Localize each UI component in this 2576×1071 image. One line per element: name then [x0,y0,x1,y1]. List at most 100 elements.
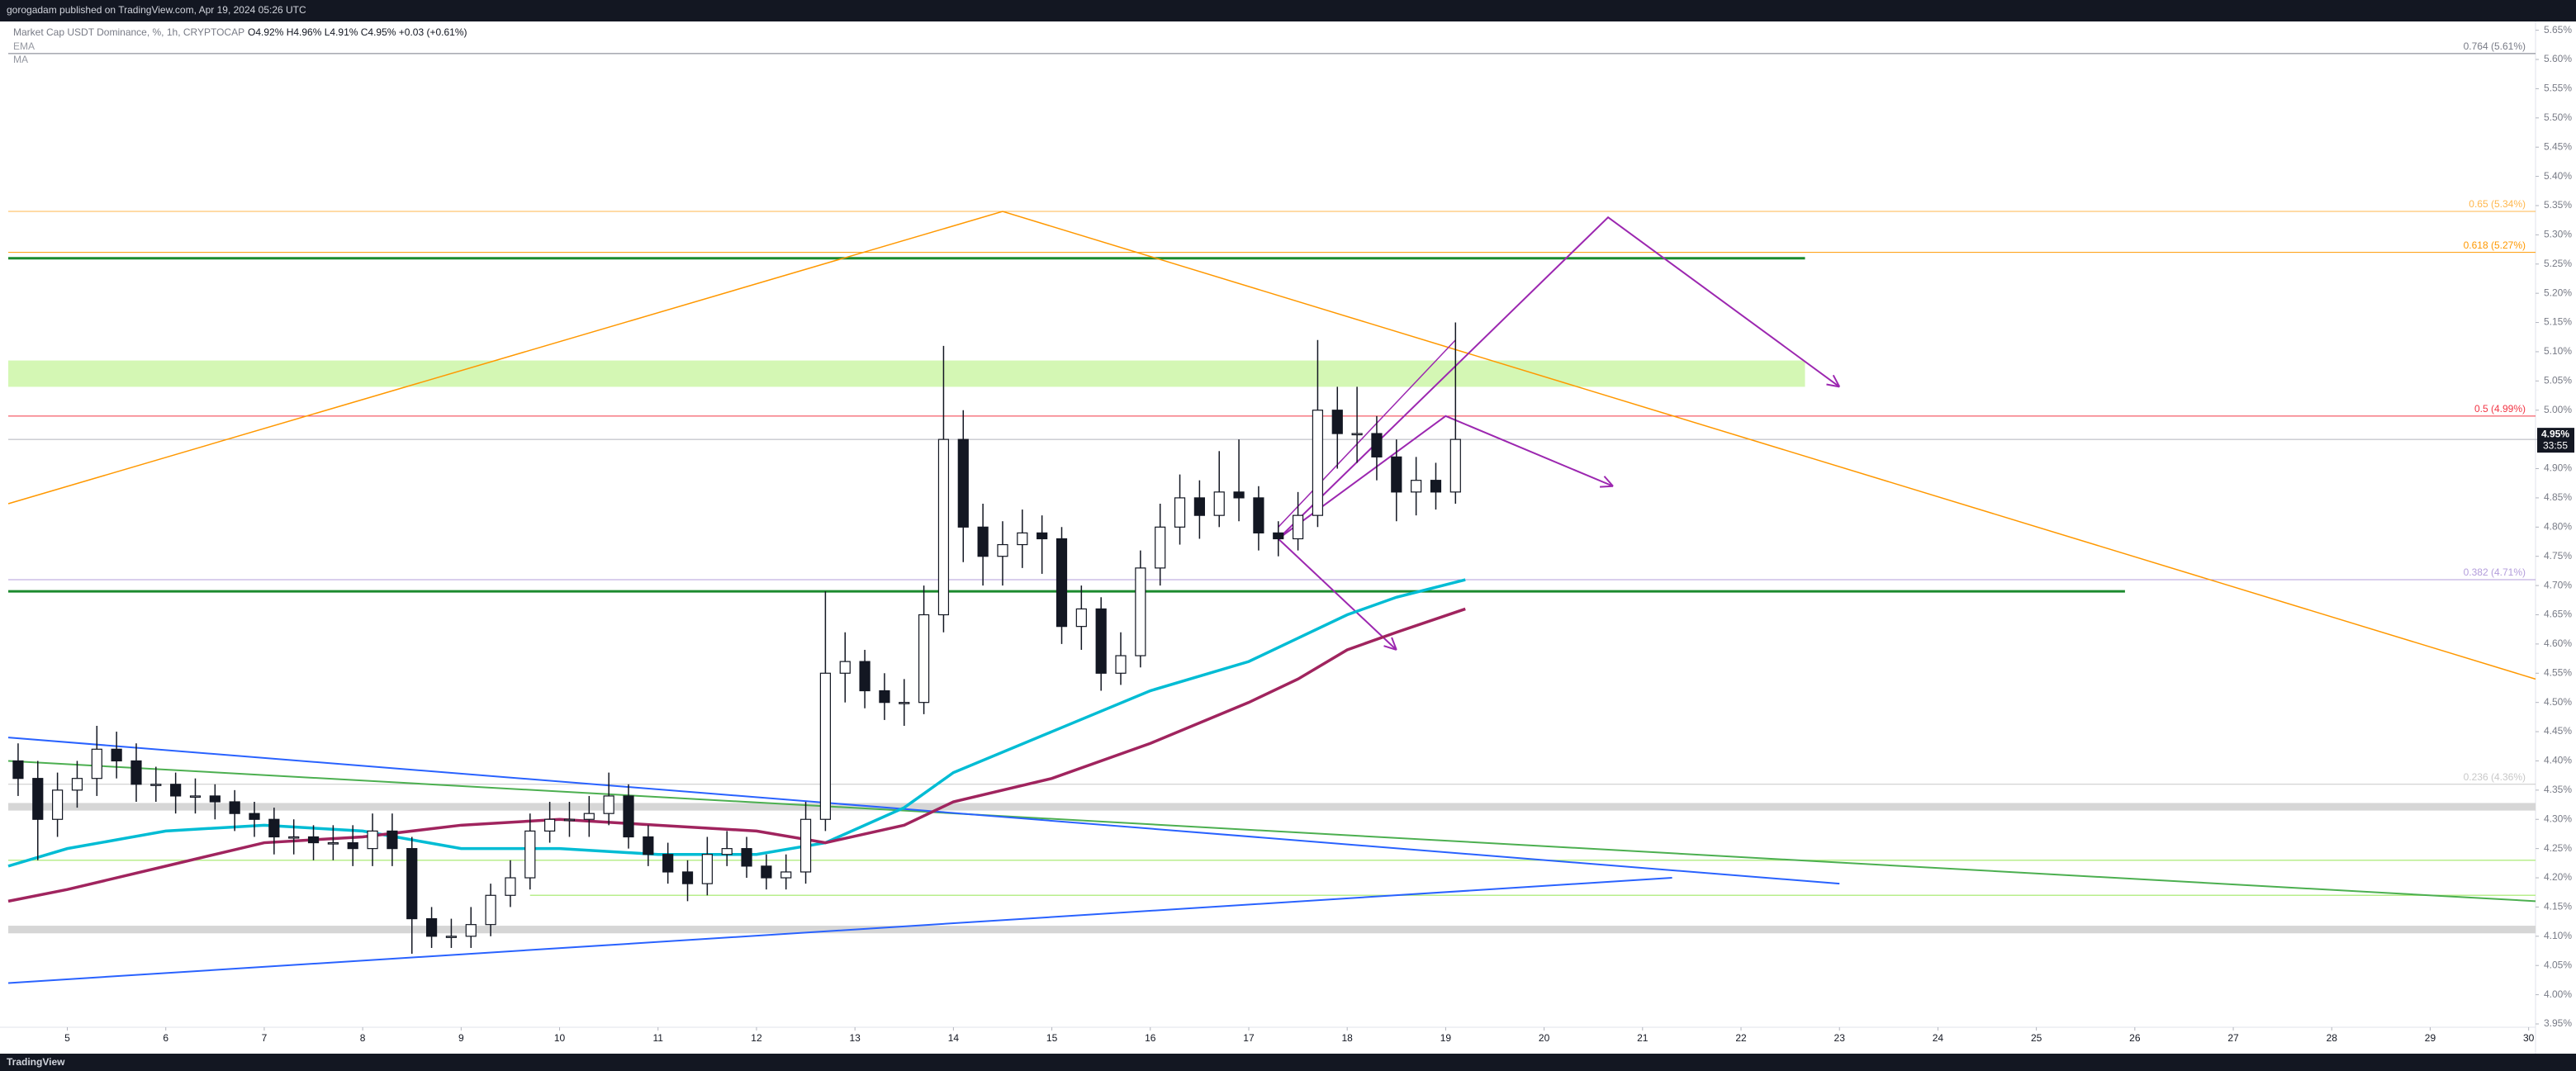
y-tick-label: 5.60% [2544,53,2572,64]
candle-body [425,917,438,937]
candle-body [701,854,713,884]
candle-body [465,924,477,937]
candle-body [1193,497,1205,516]
price-tag-label: 4.95% [2541,428,2569,439]
arrow-head [1600,485,1614,488]
x-tick-label: 29 [2425,1032,2436,1044]
y-tick-label: 4.20% [2544,871,2572,883]
y-tick-label: 5.35% [2544,199,2572,211]
candle-body [1056,538,1068,628]
trend-line [1278,216,1840,540]
x-tick-label: 26 [2129,1032,2141,1044]
candle-body [563,818,576,822]
candle-body [662,854,674,873]
y-tick-label: 4.75% [2544,550,2572,562]
y-tick-label: 5.55% [2544,83,2572,94]
chart-title: Market Cap USDT Dominance, %, 1h, CRYPTO… [13,26,244,38]
candle-body [71,778,83,791]
candle-body [1135,567,1146,656]
x-tick-label: 28 [2327,1032,2338,1044]
candle-body [859,661,871,692]
candle-body [1430,480,1442,493]
zone [8,803,2536,811]
candle-body [583,813,595,820]
candle-body [603,795,614,814]
y-tick-label: 5.20% [2544,287,2572,298]
arrow-head [1832,374,1841,387]
candle-body [1312,410,1324,516]
candle-body [819,672,832,820]
x-tick-label: 24 [1933,1032,1944,1044]
candle-body [879,690,890,704]
y-tick-label: 4.00% [2544,988,2572,1000]
candle-body [799,818,812,873]
y-tick-label: 5.50% [2544,111,2572,123]
y-tick-label: 4.30% [2544,813,2572,824]
candle-body [445,936,458,938]
zone [8,926,2536,934]
y-tick-label: 4.50% [2544,696,2572,708]
y-tick-label: 5.15% [2544,316,2572,328]
candle-body [957,438,969,528]
candle-body [623,795,634,838]
candle-body [1253,497,1264,533]
y-tick-label: 4.15% [2544,901,2572,912]
candle-body [327,841,339,845]
fib-label: 0.618 (5.27%) [2464,239,2526,251]
candle-body [1155,526,1166,569]
candle-body [643,836,654,855]
indicator-line [7,578,1466,868]
candle-body [189,795,202,799]
x-tick-label: 16 [1145,1032,1156,1044]
candle-body [1292,514,1304,540]
y-tick-label: 5.00% [2544,404,2572,415]
ohlc-legend: O4.92% H4.96% L4.91% C4.95% +0.03 (+0.61… [248,26,467,38]
x-tick-label: 18 [1342,1032,1354,1044]
candle-body [524,830,536,879]
candle-body [1391,456,1402,493]
candle-body [1351,433,1363,436]
arrow-head [1383,645,1397,651]
x-tick-label: 30 [2523,1032,2535,1044]
y-tick-label: 4.40% [2544,755,2572,766]
candle-body [1037,532,1048,540]
x-tick-label: 13 [849,1032,861,1044]
candle-body [387,830,398,850]
trend-line [7,211,2536,680]
y-tick-label: 5.30% [2544,229,2572,240]
trend-line [7,877,1672,984]
candle-body [1115,655,1127,674]
candle-body [1095,608,1107,674]
candle-body [761,865,772,879]
x-tick-label: 15 [1046,1032,1058,1044]
arrow-head [1826,383,1840,388]
header-text: gorogadam published on TradingView.com, … [7,4,306,16]
indicator-legend: EMA [13,40,35,52]
y-tick-label: 4.80% [2544,520,2572,532]
brand[interactable]: TradingView [7,1056,65,1068]
arrow-head [1603,476,1614,487]
x-tick-label: 20 [1539,1032,1550,1044]
candle-body [12,760,24,780]
candle-body [111,748,122,762]
x-tick-label: 27 [2227,1032,2239,1044]
candle-body [91,748,102,780]
candle-body [1075,608,1087,628]
candle-body [288,836,300,839]
candle-body [485,894,496,926]
candle-body [367,830,378,850]
y-tick-label: 4.05% [2544,959,2572,970]
candle-body [1331,410,1343,434]
y-tick-label: 5.40% [2544,170,2572,182]
y-tick-label: 4.55% [2544,666,2572,678]
y-tick-label: 4.90% [2544,462,2572,474]
candle-body [268,818,280,838]
candle-body [1213,491,1225,516]
candle-body [229,801,240,814]
plot: 0.764 (5.61%) 0.65 (5.34%) 0.618 (5.27%) 0.… [7,40,2536,984]
candle-body [1273,532,1284,540]
trend-line [7,737,1840,885]
y-tick-label: 4.25% [2544,842,2572,854]
y-tick-label: 5.25% [2544,258,2572,269]
